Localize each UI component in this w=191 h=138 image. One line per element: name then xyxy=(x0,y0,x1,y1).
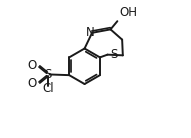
Text: N: N xyxy=(86,26,94,39)
Text: OH: OH xyxy=(119,6,137,19)
Text: S: S xyxy=(44,68,52,81)
Text: O: O xyxy=(28,59,37,71)
Text: O: O xyxy=(28,77,37,90)
Text: S: S xyxy=(110,48,117,61)
Text: Cl: Cl xyxy=(42,82,54,95)
